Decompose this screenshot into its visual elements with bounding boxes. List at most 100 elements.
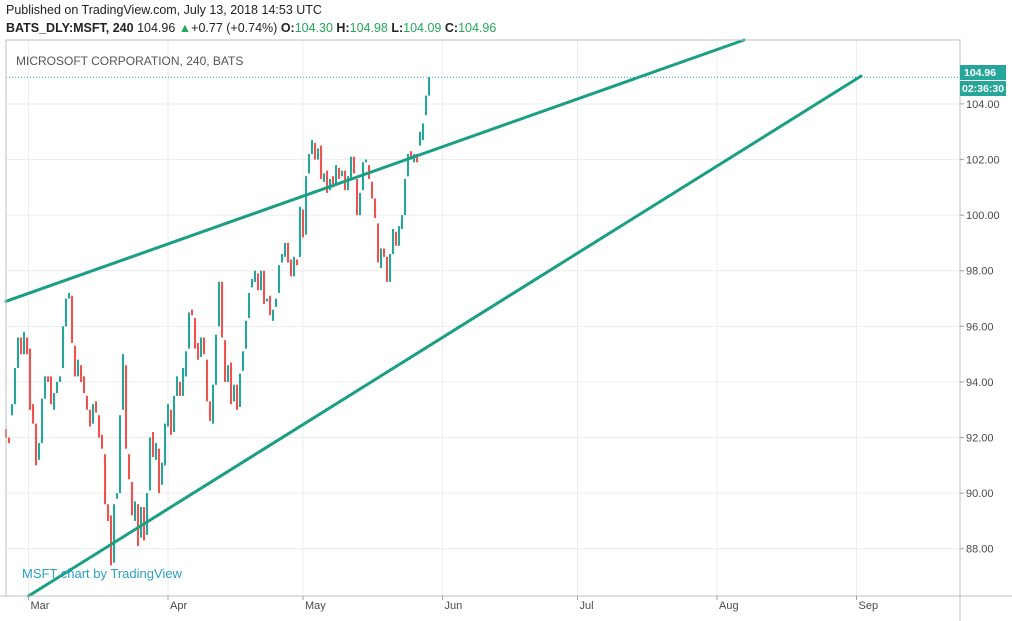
candle (238, 373, 242, 407)
candle (421, 123, 425, 141)
candle (325, 170, 329, 193)
candle (256, 273, 260, 291)
open-value: 104.30 (294, 21, 333, 35)
candle (295, 259, 299, 266)
candle (25, 337, 29, 355)
candle (115, 493, 119, 499)
trendline-upper (4, 38, 746, 303)
candle (307, 153, 311, 174)
candle (226, 365, 230, 382)
last-price: 104.96 (137, 21, 176, 35)
countdown-badge (960, 81, 1006, 96)
candle (79, 365, 83, 382)
candle (283, 242, 287, 257)
candle (337, 167, 341, 179)
candle (196, 343, 200, 360)
last-price-badge-label: 104.96 (964, 67, 996, 79)
candle (49, 376, 53, 405)
candle (148, 437, 152, 491)
candle (373, 198, 377, 218)
watermark: MSFT chart by TradingView (22, 566, 183, 581)
candle (19, 337, 23, 355)
candle (10, 404, 14, 416)
trendlines[interactable] (4, 38, 863, 598)
candle (121, 354, 125, 410)
candle (403, 179, 407, 216)
candle (262, 270, 266, 305)
candle (160, 462, 164, 485)
candle (271, 309, 275, 321)
candle (406, 153, 410, 177)
candle (97, 415, 101, 438)
candle (235, 384, 239, 410)
price-tick-label: 88.00 (966, 544, 994, 556)
candle (106, 504, 110, 521)
candle (73, 345, 77, 377)
candle (58, 376, 62, 382)
candle (112, 504, 116, 563)
close-label: C: (444, 21, 459, 35)
price-tick-label: 104.00 (966, 99, 1000, 111)
candle (166, 404, 170, 427)
candle (379, 248, 383, 268)
candle (319, 145, 323, 179)
time-axis[interactable]: Mar Apr May Jun Jul Aug Sep (28, 596, 879, 612)
candle (346, 176, 350, 191)
trendline-lower (27, 74, 863, 598)
time-tick-label: Jun (445, 600, 463, 612)
candle (100, 434, 104, 449)
plot-frame (5, 39, 961, 597)
symbol-label[interactable]: BATS_DLY:MSFT, 240 (6, 21, 134, 35)
candle (358, 192, 362, 216)
candle (364, 159, 368, 163)
candle (184, 351, 188, 377)
candle (400, 215, 404, 230)
candle (94, 401, 98, 413)
candle (28, 348, 32, 410)
candle (76, 359, 80, 377)
low-label: L: (391, 21, 404, 35)
candle (304, 176, 308, 235)
candle (286, 242, 290, 263)
price-tick-label: 94.00 (966, 377, 994, 389)
candle (409, 151, 413, 160)
candle (43, 376, 47, 399)
candle (91, 404, 95, 424)
candle (202, 337, 206, 355)
candle (385, 256, 389, 282)
candle (130, 482, 134, 516)
candle (388, 254, 392, 282)
candle (241, 351, 245, 371)
candle (163, 423, 167, 466)
candle (265, 298, 269, 302)
time-tick-label: May (305, 600, 326, 612)
candle (289, 259, 293, 277)
candle (274, 298, 278, 307)
candle (427, 77, 431, 96)
candle (340, 170, 344, 177)
candle (211, 384, 215, 424)
candle (253, 270, 257, 282)
candle (310, 140, 314, 154)
candle (394, 231, 398, 246)
candle (232, 384, 236, 402)
candle (259, 270, 263, 291)
candle (55, 381, 59, 394)
candle (118, 415, 122, 494)
published-line: Published on TradingView.com, July 13, 2… (6, 3, 322, 17)
candle (334, 165, 338, 185)
price-axis[interactable]: 88.00 90.00 92.00 94.00 96.00 98.00 100.00 102.… (960, 99, 1000, 556)
candle (82, 376, 86, 394)
time-tick-label: Sep (859, 600, 879, 612)
candle (16, 337, 20, 369)
candle (133, 501, 137, 521)
candle (22, 331, 26, 355)
candle (328, 179, 332, 191)
candle (322, 173, 326, 182)
candle (7, 437, 11, 444)
candle (61, 326, 65, 369)
candle (277, 265, 281, 293)
candle (250, 279, 254, 288)
candle (157, 448, 161, 494)
